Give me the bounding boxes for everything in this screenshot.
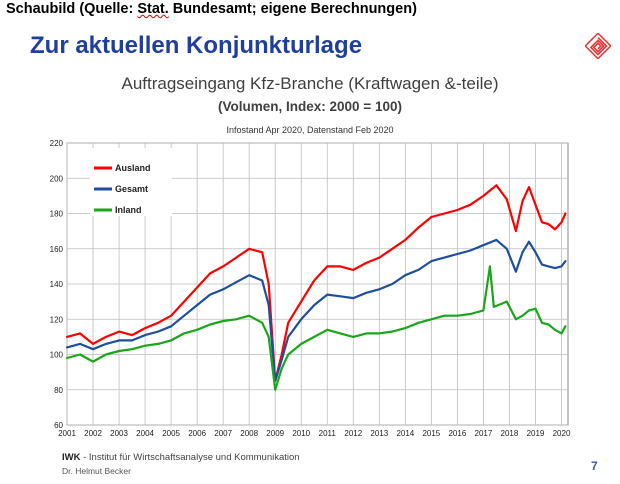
y-tick-label: 100 [50, 351, 64, 360]
iwk-maze-logo-icon [585, 33, 611, 59]
x-tick-label: 2008 [240, 429, 258, 438]
footer-organization: IWK - Institut für Wirtschaftsanalyse un… [62, 452, 300, 463]
x-tick-label: 2014 [396, 429, 414, 438]
x-tick-label: 2001 [58, 429, 76, 438]
x-tick-label: 2012 [344, 429, 362, 438]
series-line-ausland [65, 184, 567, 382]
y-tick-label: 160 [50, 245, 64, 254]
legend-box [90, 148, 172, 216]
y-tick-label: 140 [50, 280, 64, 289]
source-stat-abbrev: Stat. [137, 1, 169, 17]
x-tick-label: 2011 [319, 429, 337, 438]
line-chart: 60 80 100 120 140 160 180 200 220 2001 2002 2003 200… [50, 139, 571, 438]
chart-title: Auftragseingang Kfz-Branche (Kraftwagen … [121, 74, 499, 93]
chart-data-note: Infostand Apr 2020, Datenstand Feb 2020 [226, 125, 394, 135]
slide-title: Zur aktuellen Konjunkturlage [30, 32, 363, 59]
x-tick-label: 2020 [553, 429, 571, 438]
x-tick-label: 2002 [84, 429, 102, 438]
footer-author: Dr. Helmut Becker [62, 466, 131, 476]
page-number: 7 [591, 459, 598, 473]
legend-label-gesamt: Gesamt [115, 184, 148, 194]
x-tick-label: 2006 [188, 429, 206, 438]
y-tick-label: 220 [50, 139, 64, 148]
y-tick-label: 120 [50, 315, 64, 324]
x-tick-label: 2016 [448, 429, 466, 438]
y-tick-label: 60 [54, 421, 63, 430]
x-tick-label: 2013 [370, 429, 388, 438]
x-tick-label: 2018 [501, 429, 519, 438]
series-line-gesamt [65, 238, 567, 382]
x-tick-label: 2015 [422, 429, 440, 438]
y-tick-label: 180 [50, 210, 64, 219]
x-tick-label: 2010 [292, 429, 310, 438]
legend-label-ausland: Ausland [115, 163, 151, 173]
y-tick-label: 200 [50, 174, 64, 183]
x-tick-label: 2004 [136, 429, 154, 438]
x-tick-label: 2019 [527, 429, 545, 438]
x-tick-label: 2009 [266, 429, 284, 438]
x-tick-label: 2003 [110, 429, 128, 438]
x-tick-label: 2017 [475, 429, 493, 438]
x-tick-label: 2007 [214, 429, 232, 438]
series-line-inland [65, 265, 567, 391]
y-tick-label: 80 [54, 386, 63, 395]
source-caption: Schaubild (Quelle: Stat. Bundesamt; eige… [6, 1, 417, 17]
legend-label-inland: Inland [115, 205, 142, 215]
x-tick-label: 2005 [162, 429, 180, 438]
chart-subtitle: (Volumen, Index: 2000 = 100) [218, 99, 402, 114]
